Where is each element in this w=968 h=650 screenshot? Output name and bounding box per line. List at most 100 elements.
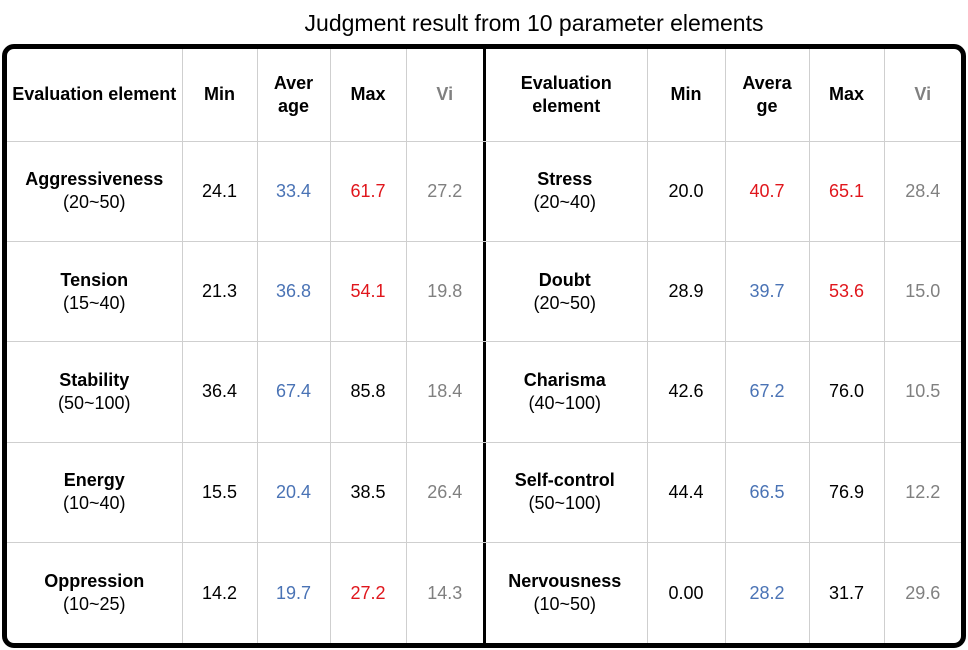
max-value: 31.7 bbox=[808, 542, 885, 643]
header-vi: Vi bbox=[883, 49, 961, 142]
header-evaluation-element: Evaluation element bbox=[483, 49, 648, 142]
max-value: 61.7 bbox=[329, 140, 407, 242]
element-range: (40~100) bbox=[528, 392, 602, 413]
header-min: Min bbox=[181, 49, 258, 142]
max-value: 76.9 bbox=[808, 441, 885, 544]
element-cell: Tension (15~40) bbox=[7, 240, 183, 343]
element-cell: Charisma (40~100) bbox=[483, 341, 648, 443]
table-row: Charisma (40~100) 42.6 67.2 76.0 10.5 bbox=[483, 341, 961, 443]
element-cell: Nervousness (10~50) bbox=[483, 542, 648, 643]
table-row: Doubt (20~50) 28.9 39.7 53.6 15.0 bbox=[483, 240, 961, 343]
vi-value: 18.4 bbox=[405, 341, 483, 443]
header-max: Max bbox=[808, 49, 885, 142]
element-range: (10~40) bbox=[62, 493, 126, 514]
element-range: (10~25) bbox=[62, 594, 126, 615]
page-title: Judgment result from 10 parameter elemen… bbox=[304, 10, 764, 36]
element-cell: Doubt (20~50) bbox=[483, 240, 648, 343]
average-value: 66.5 bbox=[724, 441, 810, 544]
table-row: Stability (50~100) 36.4 67.4 85.8 18.4 bbox=[7, 341, 483, 443]
min-value: 15.5 bbox=[181, 441, 258, 544]
min-value: 44.4 bbox=[646, 441, 726, 544]
min-value: 20.0 bbox=[646, 140, 726, 242]
min-value: 0.00 bbox=[646, 542, 726, 643]
element-range: (50~100) bbox=[57, 392, 131, 413]
vi-value: 15.0 bbox=[883, 240, 961, 343]
table-row: Stress (20~40) 20.0 40.7 65.1 28.4 bbox=[483, 140, 961, 242]
vi-value: 19.8 bbox=[405, 240, 483, 343]
element-range: (10~50) bbox=[533, 594, 597, 615]
max-value: 76.0 bbox=[808, 341, 885, 443]
max-value: 54.1 bbox=[329, 240, 407, 343]
min-value: 28.9 bbox=[646, 240, 726, 343]
element-name: Self-control bbox=[514, 470, 615, 491]
vi-value: 26.4 bbox=[405, 441, 483, 544]
vi-value: 12.2 bbox=[883, 441, 961, 544]
header-min: Min bbox=[646, 49, 726, 142]
element-range: (50~100) bbox=[528, 493, 602, 514]
min-value: 42.6 bbox=[646, 341, 726, 443]
element-name: Charisma bbox=[523, 369, 606, 390]
element-name: Nervousness bbox=[508, 571, 622, 592]
element-cell: Energy (10~40) bbox=[7, 441, 183, 544]
table-header-row: Evaluation element Min Aver age Max Vi bbox=[7, 49, 483, 142]
header-average-text: Aver age bbox=[273, 72, 314, 116]
header-evaluation-element: Evaluation element bbox=[7, 49, 183, 142]
header-average: Avera ge bbox=[724, 49, 810, 142]
average-value: 20.4 bbox=[256, 441, 331, 544]
element-range: (20~50) bbox=[533, 292, 597, 313]
element-name: Stability bbox=[59, 369, 130, 390]
min-value: 24.1 bbox=[181, 140, 258, 242]
element-name: Doubt bbox=[538, 269, 591, 290]
header-average: Aver age bbox=[256, 49, 331, 142]
header-max: Max bbox=[329, 49, 407, 142]
table-row: Tension (15~40) 21.3 36.8 54.1 19.8 bbox=[7, 240, 483, 343]
element-name: Energy bbox=[63, 470, 125, 491]
max-value: 65.1 bbox=[808, 140, 885, 242]
left-results-table: Evaluation element Min Aver age Max Vi A… bbox=[7, 49, 483, 643]
element-name: Stress bbox=[537, 169, 593, 190]
right-results-table: Evaluation element Min Avera ge Max Vi S… bbox=[483, 49, 961, 643]
table-row: Aggressiveness (20~50) 24.1 33.4 61.7 27.… bbox=[7, 140, 483, 242]
average-value: 33.4 bbox=[256, 140, 331, 242]
element-cell: Self-control (50~100) bbox=[483, 441, 648, 544]
table-row: Oppression (10~25) 14.2 19.7 27.2 14.3 bbox=[7, 542, 483, 643]
max-value: 85.8 bbox=[329, 341, 407, 443]
average-value: 39.7 bbox=[724, 240, 810, 343]
left-table-section: Evaluation element Min Aver age Max Vi A… bbox=[7, 49, 483, 643]
min-value: 14.2 bbox=[181, 542, 258, 643]
max-value: 27.2 bbox=[329, 542, 407, 643]
table-row: Nervousness (10~50) 0.00 28.2 31.7 29.6 bbox=[483, 542, 961, 643]
results-table-frame: Evaluation element Min Aver age Max Vi A… bbox=[2, 44, 966, 648]
average-value: 19.7 bbox=[256, 542, 331, 643]
table-header-row: Evaluation element Min Avera ge Max Vi bbox=[483, 49, 961, 142]
average-value: 67.4 bbox=[256, 341, 331, 443]
element-name: Tension bbox=[60, 269, 129, 290]
vi-value: 29.6 bbox=[883, 542, 961, 643]
element-range: (20~50) bbox=[62, 192, 126, 213]
element-cell: Oppression (10~25) bbox=[7, 542, 183, 643]
vi-value: 10.5 bbox=[883, 341, 961, 443]
average-value: 67.2 bbox=[724, 341, 810, 443]
vi-value: 14.3 bbox=[405, 542, 483, 643]
element-cell: Aggressiveness (20~50) bbox=[7, 140, 183, 242]
element-name: Aggressiveness bbox=[25, 169, 164, 190]
header-vi: Vi bbox=[405, 49, 483, 142]
table-row: Self-control (50~100) 44.4 66.5 76.9 12.2 bbox=[483, 441, 961, 544]
min-value: 21.3 bbox=[181, 240, 258, 343]
vi-value: 27.2 bbox=[405, 140, 483, 242]
max-value: 38.5 bbox=[329, 441, 407, 544]
table-row: Energy (10~40) 15.5 20.4 38.5 26.4 bbox=[7, 441, 483, 544]
header-average-text: Avera ge bbox=[742, 72, 792, 116]
element-name: Oppression bbox=[44, 571, 145, 592]
element-range: (20~40) bbox=[533, 192, 597, 213]
average-value: 36.8 bbox=[256, 240, 331, 343]
average-value: 40.7 bbox=[724, 140, 810, 242]
vi-value: 28.4 bbox=[883, 140, 961, 242]
element-cell: Stress (20~40) bbox=[483, 140, 648, 242]
element-range: (15~40) bbox=[62, 292, 126, 313]
min-value: 36.4 bbox=[181, 341, 258, 443]
max-value: 53.6 bbox=[808, 240, 885, 343]
right-table-section: Evaluation element Min Avera ge Max Vi S… bbox=[483, 49, 961, 643]
average-value: 28.2 bbox=[724, 542, 810, 643]
element-cell: Stability (50~100) bbox=[7, 341, 183, 443]
